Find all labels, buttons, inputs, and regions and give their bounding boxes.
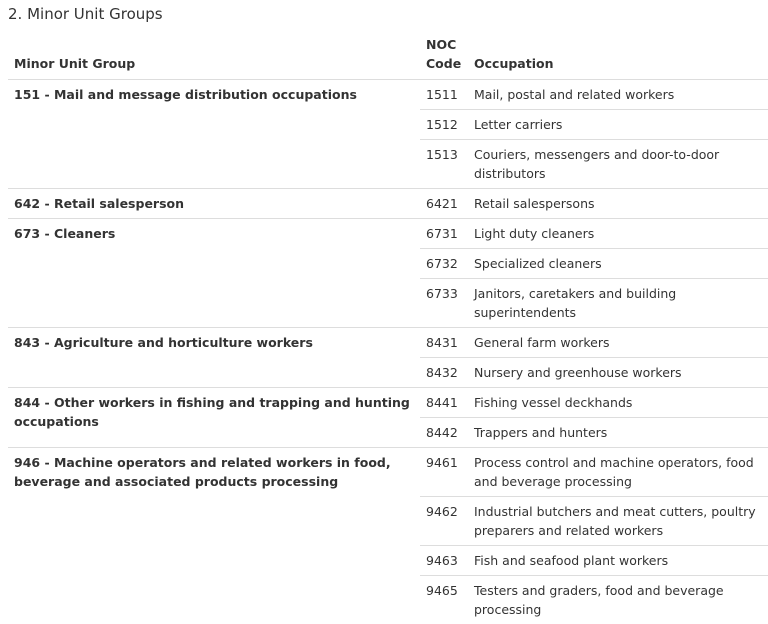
table-row: 843 - Agriculture and horticulture worke… <box>8 327 768 358</box>
noc-code-cell: 9462 <box>420 496 468 546</box>
occupation-cell: Nursery and greenhouse workers <box>468 357 768 388</box>
occupation-cell: General farm workers <box>474 335 610 350</box>
occupation-cell: Process control and machine operators, f… <box>474 455 754 489</box>
occupation-cell: Testers and graders, food and beverage p… <box>468 575 768 624</box>
table-row: 642 - Retail salesperson 6421 Retail sales… <box>8 188 768 219</box>
table-header-row: Minor Unit Group NOC Code Occupation <box>8 33 768 80</box>
column-header-code-line: Code <box>426 56 462 71</box>
noc-code-cell: 9461 <box>426 455 458 470</box>
table-row: 9462 Industrial butchers and meat cutters… <box>8 496 768 546</box>
noc-code-cell: 6731 <box>426 226 458 241</box>
table-row: 1512 Letter carriers <box>8 109 768 140</box>
noc-code-cell: 6733 <box>420 278 468 328</box>
noc-code-cell: 1512 <box>420 109 468 140</box>
occupation-cell: Fish and seafood plant workers <box>468 545 768 576</box>
noc-code-cell: 8441 <box>426 395 458 410</box>
minor-unit-group-cell: 673 - Cleaners <box>14 226 116 241</box>
noc-code-cell: 8432 <box>420 357 468 388</box>
table-row: 6732 Specialized cleaners <box>8 248 768 279</box>
noc-code-cell: 8431 <box>426 335 458 350</box>
minor-unit-group-cell: 151 - Mail and message distribution occu… <box>14 87 357 102</box>
noc-code-cell: 6421 <box>426 196 458 211</box>
occupation-cell: Light duty cleaners <box>474 226 595 241</box>
minor-unit-group-cell: 844 - Other workers in fishing and trapp… <box>14 395 410 429</box>
occupation-cell: Specialized cleaners <box>468 248 768 279</box>
minor-unit-group-cell: 642 - Retail salesperson <box>14 196 185 211</box>
occupation-cell: Couriers, messengers and door-to-door di… <box>468 139 768 189</box>
column-header-noc-code: NOC Code <box>420 33 468 80</box>
column-header-occupation: Occupation <box>474 56 554 71</box>
table-row: 946 - Machine operators and related work… <box>8 447 768 497</box>
column-header-noc-line: NOC <box>426 37 457 52</box>
noc-code-cell: 1513 <box>420 139 468 189</box>
occupation-cell: Trappers and hunters <box>468 417 768 448</box>
minor-unit-group-cell: 946 - Machine operators and related work… <box>14 455 391 489</box>
table-row: 6733 Janitors, caretakers and building su… <box>8 278 768 328</box>
occupation-cell: Janitors, caretakers and building superi… <box>468 278 768 328</box>
minor-unit-groups-table: Minor Unit Group NOC Code Occupation 151 … <box>8 33 768 624</box>
table-body: 151 - Mail and message distribution occu… <box>8 80 768 624</box>
table-row: 8432 Nursery and greenhouse workers <box>8 357 768 388</box>
noc-code-cell: 1511 <box>426 87 458 102</box>
minor-unit-group-cell: 843 - Agriculture and horticulture worke… <box>14 335 313 350</box>
table-row: 1513 Couriers, messengers and door-to-doo… <box>8 139 768 189</box>
table-row: 844 - Other workers in fishing and trapp… <box>8 387 768 429</box>
occupation-cell: Retail salespersons <box>474 196 595 211</box>
occupation-cell: Industrial butchers and meat cutters, po… <box>468 496 768 546</box>
table-row: 151 - Mail and message distribution occu… <box>8 80 768 110</box>
occupation-cell: Letter carriers <box>468 109 768 140</box>
table-row: 9463 Fish and seafood plant workers <box>8 545 768 576</box>
table-row: 673 - Cleaners 6731 Light duty cleaners <box>8 218 768 249</box>
column-header-minor-unit-group: Minor Unit Group <box>14 56 136 71</box>
noc-code-cell: 6732 <box>420 248 468 279</box>
occupation-cell: Mail, postal and related workers <box>474 87 675 102</box>
table-row: 9465 Testers and graders, food and bevera… <box>8 575 768 624</box>
section-title: 2. Minor Unit Groups <box>8 5 163 23</box>
noc-code-cell: 9465 <box>420 575 468 624</box>
occupation-cell: Fishing vessel deckhands <box>474 395 633 410</box>
noc-code-cell: 8442 <box>420 417 468 448</box>
noc-code-cell: 9463 <box>420 545 468 576</box>
table-row: 8442 Trappers and hunters <box>8 417 768 448</box>
